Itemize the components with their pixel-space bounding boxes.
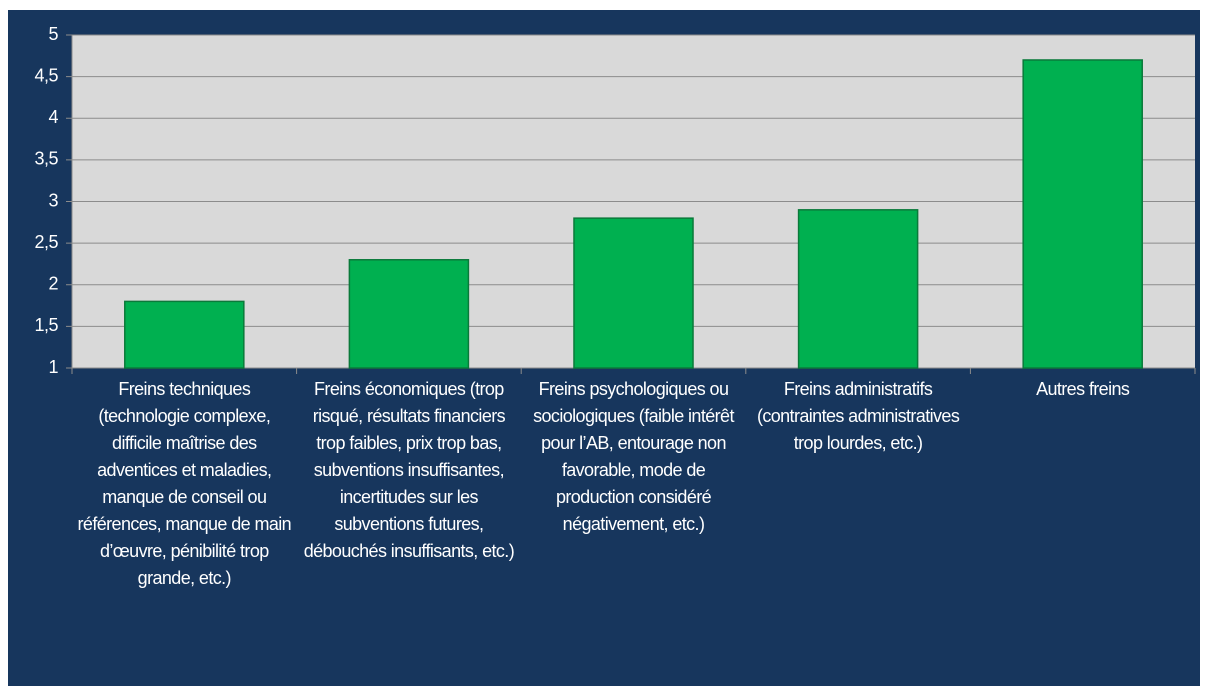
y-tick-label: 1 — [48, 357, 58, 377]
y-tick-label: 3 — [48, 190, 58, 210]
bar — [573, 217, 694, 369]
x-tick-label: Freins techniques (technologie complexe,… — [77, 379, 292, 588]
y-tick-label: 3,5 — [34, 149, 58, 169]
x-tick-label: Autres freins — [1036, 379, 1130, 399]
y-tick-label: 1,5 — [34, 315, 58, 335]
y-tick-label: 5 — [48, 24, 58, 44]
x-tick-label: Freins psychologiques ou sociologiques (… — [533, 379, 734, 534]
bar — [124, 300, 245, 369]
bar — [348, 259, 470, 369]
y-tick-label: 4 — [48, 107, 58, 127]
bar — [1022, 59, 1143, 369]
bar — [797, 209, 919, 369]
y-tick-label: 2,5 — [34, 232, 58, 252]
x-tick-label: Freins administratifs (contraintes admin… — [756, 379, 960, 453]
y-tick-label: 2 — [48, 274, 58, 294]
y-tick-label: 4,5 — [34, 65, 58, 85]
x-tick-label: Freins économiques (trop risqué, résulta… — [303, 379, 515, 561]
